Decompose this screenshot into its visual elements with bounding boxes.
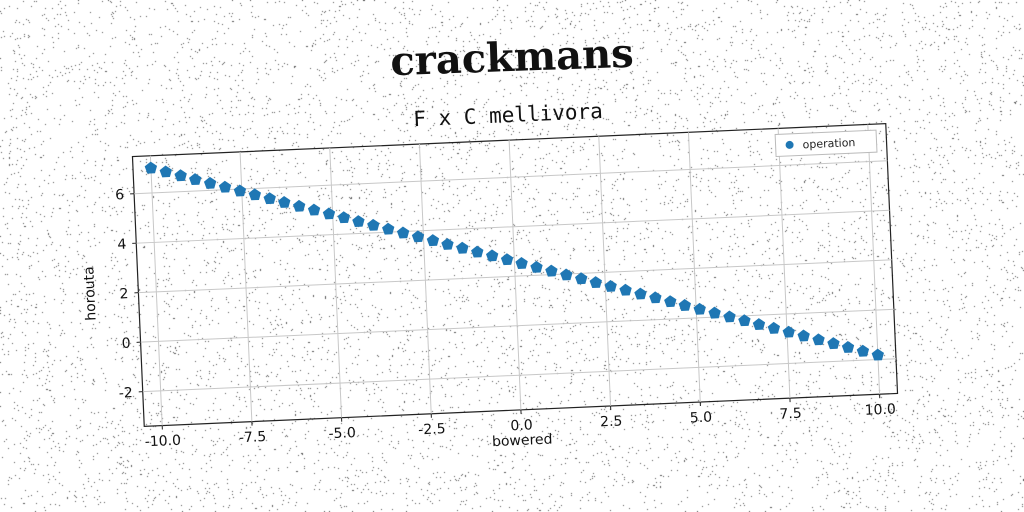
- x-tick-label: 2.5: [600, 413, 623, 430]
- y-tick-label: 4: [117, 237, 127, 253]
- x-tick-label: 7.5: [779, 406, 802, 423]
- x-gridline: [329, 147, 343, 418]
- tick-labels: -10.0 -7.5 -5.0 -2.5 0.0 2.5 5.0 7.5 10.0 -2 0 2 4 6: [115, 187, 896, 451]
- x-gridline: [149, 155, 163, 426]
- data-point: [307, 203, 321, 216]
- data-point: [708, 306, 721, 319]
- x-tick-label: -2.5: [418, 421, 446, 438]
- data-point: [218, 180, 232, 193]
- legend-marker: [785, 140, 794, 149]
- data-point: [263, 192, 276, 205]
- data-point: [367, 218, 380, 231]
- grid: [134, 124, 897, 426]
- data-point: [352, 215, 365, 228]
- data-point: [411, 230, 425, 243]
- data-point: [738, 314, 751, 327]
- y-gridline: [134, 160, 888, 195]
- x-tick-label: -10.0: [144, 433, 181, 451]
- y-tick-label: 6: [115, 187, 125, 203]
- data-point: [233, 184, 247, 197]
- legend: operation: [774, 129, 878, 158]
- data-point: [693, 302, 706, 315]
- data-point: [634, 287, 647, 300]
- data-point: [174, 169, 187, 182]
- chart-title: F x C mellivora: [413, 99, 604, 131]
- data-point: [159, 165, 172, 178]
- data-point: [797, 329, 810, 342]
- data-point: [292, 199, 306, 212]
- data-point: [664, 295, 677, 308]
- x-gridline: [239, 151, 253, 422]
- x-axis-label: bowered: [492, 432, 553, 451]
- data-point: [500, 253, 514, 266]
- data-point: [812, 333, 825, 346]
- data-point: [426, 234, 440, 247]
- data-points: [144, 161, 884, 361]
- data-point: [575, 272, 588, 285]
- data-point: [441, 237, 454, 250]
- data-point: [678, 299, 691, 311]
- data-point: [871, 348, 884, 361]
- data-point: [337, 211, 351, 224]
- y-gridline: [136, 209, 890, 244]
- y-gridline: [140, 308, 894, 343]
- x-tick-label: 10.0: [864, 402, 896, 419]
- x-gridline: [687, 132, 701, 403]
- data-point: [144, 161, 158, 174]
- y-gridline: [138, 259, 892, 294]
- data-point: [203, 176, 217, 189]
- plot-group: -10.0 -7.5 -5.0 -2.5 0.0 2.5 5.0 7.5 10.0-20246 …: [81, 99, 899, 451]
- legend-box: [774, 129, 878, 158]
- x-tick-label: -7.5: [239, 429, 267, 446]
- x-gridline: [598, 136, 612, 406]
- y-gridline: [142, 358, 897, 393]
- y-axis-label: horouta: [81, 266, 99, 321]
- data-point: [856, 344, 870, 357]
- data-point: [278, 196, 291, 208]
- data-point: [322, 207, 336, 220]
- data-point: [560, 268, 573, 281]
- data-point: [456, 241, 469, 254]
- x-tick-label: -5.0: [328, 425, 356, 442]
- x-tick-label: 5.0: [689, 410, 712, 427]
- y-tick-label: 0: [121, 336, 131, 352]
- data-point: [530, 260, 543, 273]
- legend-label: operation: [802, 136, 855, 151]
- x-gridline: [508, 140, 522, 410]
- data-point: [248, 188, 261, 201]
- data-point: [485, 249, 499, 262]
- data-point: [782, 325, 795, 338]
- x-gridline: [777, 128, 791, 399]
- data-point: [723, 310, 736, 323]
- data-point: [604, 279, 617, 292]
- y-tick-label: 2: [119, 286, 129, 302]
- data-point: [752, 318, 766, 331]
- data-point: [396, 226, 410, 239]
- y-tick-label: -2: [118, 385, 133, 402]
- data-point: [619, 283, 632, 296]
- data-point: [649, 291, 662, 304]
- data-point: [767, 321, 781, 334]
- data-point: [471, 245, 484, 258]
- x-gridline: [418, 144, 432, 414]
- data-point: [841, 340, 855, 353]
- data-point: [589, 276, 602, 289]
- x-tick-label: 0.0: [510, 417, 533, 434]
- data-point: [515, 257, 528, 269]
- data-point: [382, 222, 395, 235]
- data-point: [545, 264, 558, 277]
- data-point: [189, 173, 202, 186]
- data-point: [827, 337, 840, 350]
